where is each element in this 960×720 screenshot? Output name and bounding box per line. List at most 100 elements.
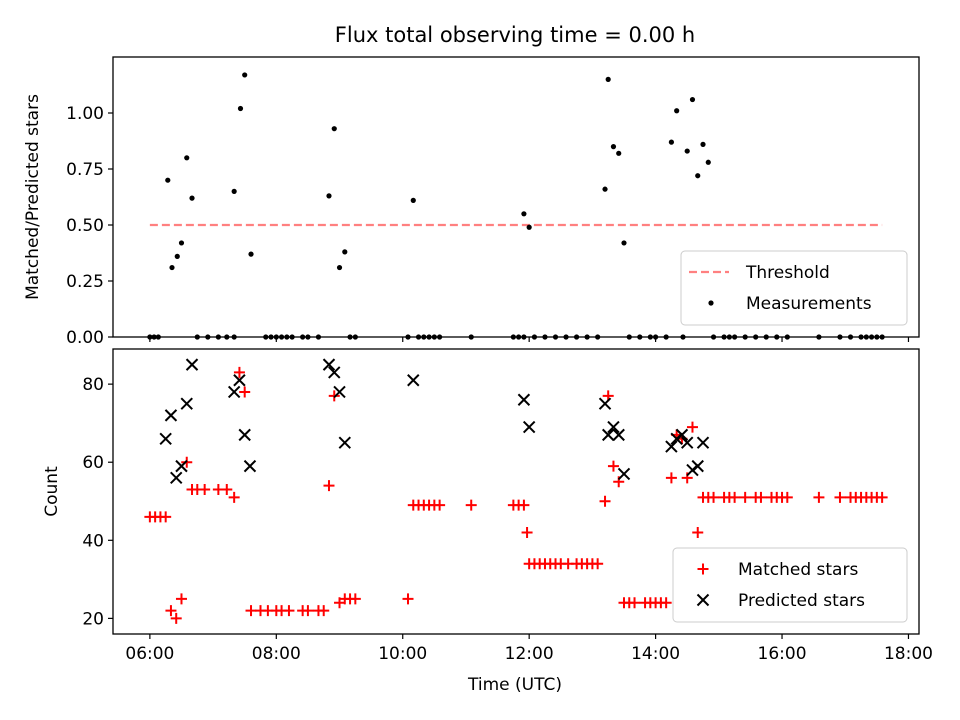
matched-star-point (170, 612, 182, 624)
legend: Matched stars Predicted stars (672, 547, 908, 623)
figure-title: Flux total observing time = 0.00 h (335, 23, 695, 47)
predicted-star-point (164, 409, 178, 422)
measurement-point (184, 155, 190, 161)
legend-predicted-swatch (696, 593, 710, 607)
measurement-point (521, 211, 527, 217)
y-tick-label: 0.00 (66, 328, 104, 348)
matched-star-point (739, 491, 751, 503)
measurement-point (326, 193, 332, 199)
predicted-star-point (185, 358, 199, 371)
legend-box (672, 547, 908, 623)
predicted-star-point (227, 385, 241, 399)
matched-star-point (876, 491, 888, 503)
predicted-star-point (675, 428, 689, 442)
matched-star-point (165, 605, 177, 617)
plot-frame (112, 56, 920, 338)
measurement-point (231, 188, 237, 194)
count-panel: 06:00 08:00 10:00 12:00 14:00 16:00 18:00 20 40 6… (42, 348, 933, 664)
matched-star-point (629, 597, 641, 609)
legend-label: Matched stars (738, 560, 858, 580)
predicted-star-point (233, 374, 246, 387)
measurement-point (169, 264, 175, 271)
measurement-point (174, 253, 180, 259)
measurement-point (616, 150, 622, 156)
y-tick-label: 20 (82, 609, 104, 629)
predicted-star-point (598, 397, 612, 410)
y-tick-label: 80 (82, 375, 104, 395)
ratio-panel: 0.00 0.25 0.50 0.75 1.00 Matched/Predicted st… (23, 56, 920, 348)
measurement-point (674, 108, 680, 114)
matched-star-point (199, 484, 211, 496)
matched-star-point (607, 460, 619, 472)
measurement-point (695, 173, 701, 179)
matched-star-point (755, 491, 767, 503)
y-tick-label: 0.50 (66, 216, 104, 236)
predicted-star-point (617, 467, 631, 481)
predicted-star-point (696, 436, 710, 449)
measurement-point (189, 195, 195, 201)
matched-star-point (283, 605, 295, 617)
y-tick-label: 60 (82, 453, 104, 473)
measurement-point (602, 186, 608, 192)
predicted-star-point (159, 432, 172, 446)
predicted-star-point (322, 358, 336, 371)
matched-star-point (592, 558, 604, 570)
legend-label: Measurements (746, 294, 872, 314)
matched-star-point (518, 499, 530, 511)
legend-box (680, 250, 908, 326)
measurement-point (178, 240, 185, 246)
predicted-star-point (175, 459, 188, 473)
x-tick-label: 10:00 (378, 644, 427, 664)
matched-star-point (349, 593, 361, 605)
measurement-point (668, 139, 675, 145)
matched-star-point (729, 491, 741, 503)
legend: Threshold Measurements (680, 250, 908, 326)
matched-star-point (175, 593, 187, 605)
measurement-point (610, 144, 617, 150)
matched-star-point (813, 491, 825, 503)
x-axis-label: Time (UTC) (467, 675, 562, 695)
matched-star-point (521, 526, 533, 538)
x-tick-label: 12:00 (505, 644, 554, 664)
predicted-star-point (180, 397, 193, 410)
matched-star-point (692, 526, 704, 538)
matched-star-point (465, 499, 477, 511)
predicted-star-point (243, 459, 257, 473)
matched-star-point (708, 491, 720, 503)
y-tick-label: 0.75 (66, 160, 104, 180)
matched-star-point (686, 421, 698, 433)
matched-star-point (233, 366, 245, 378)
measurement-point (237, 105, 244, 112)
matched-star-point (660, 597, 672, 609)
predicted-star-point (681, 436, 694, 449)
x-tick-label: 16:00 (758, 644, 807, 664)
y-axis-label: Count (42, 466, 62, 517)
measurement-point (342, 249, 348, 255)
y-tick-label: 0.25 (66, 272, 104, 292)
matched-star-point (160, 511, 172, 523)
x-tick-label: 06:00 (125, 644, 174, 664)
matched-star-point (318, 605, 330, 617)
measurement-point (689, 96, 696, 103)
predicted-star-point (338, 436, 351, 449)
y-axis-label: Matched/Predicted stars (23, 94, 43, 300)
plot-frame (112, 348, 920, 635)
predicted-star-point (328, 366, 341, 379)
measurement-point (700, 141, 706, 147)
measurement-point (705, 159, 711, 165)
legend-matched-swatch (697, 563, 709, 575)
measurement-point (248, 251, 254, 257)
matched-star-point (402, 593, 414, 605)
matched-star-point (221, 484, 233, 496)
matched-star-point (599, 495, 611, 507)
legend-measurement-swatch (708, 300, 714, 306)
matched-star-point (781, 491, 793, 503)
measurement-point (242, 72, 248, 78)
legend-label: Threshold (745, 263, 830, 283)
measurement-point (621, 240, 627, 246)
predicted-star-point (612, 428, 625, 442)
x-tick-label: 18:00 (884, 644, 933, 664)
measurement-point (165, 177, 171, 183)
predicted-star-point (607, 420, 620, 434)
